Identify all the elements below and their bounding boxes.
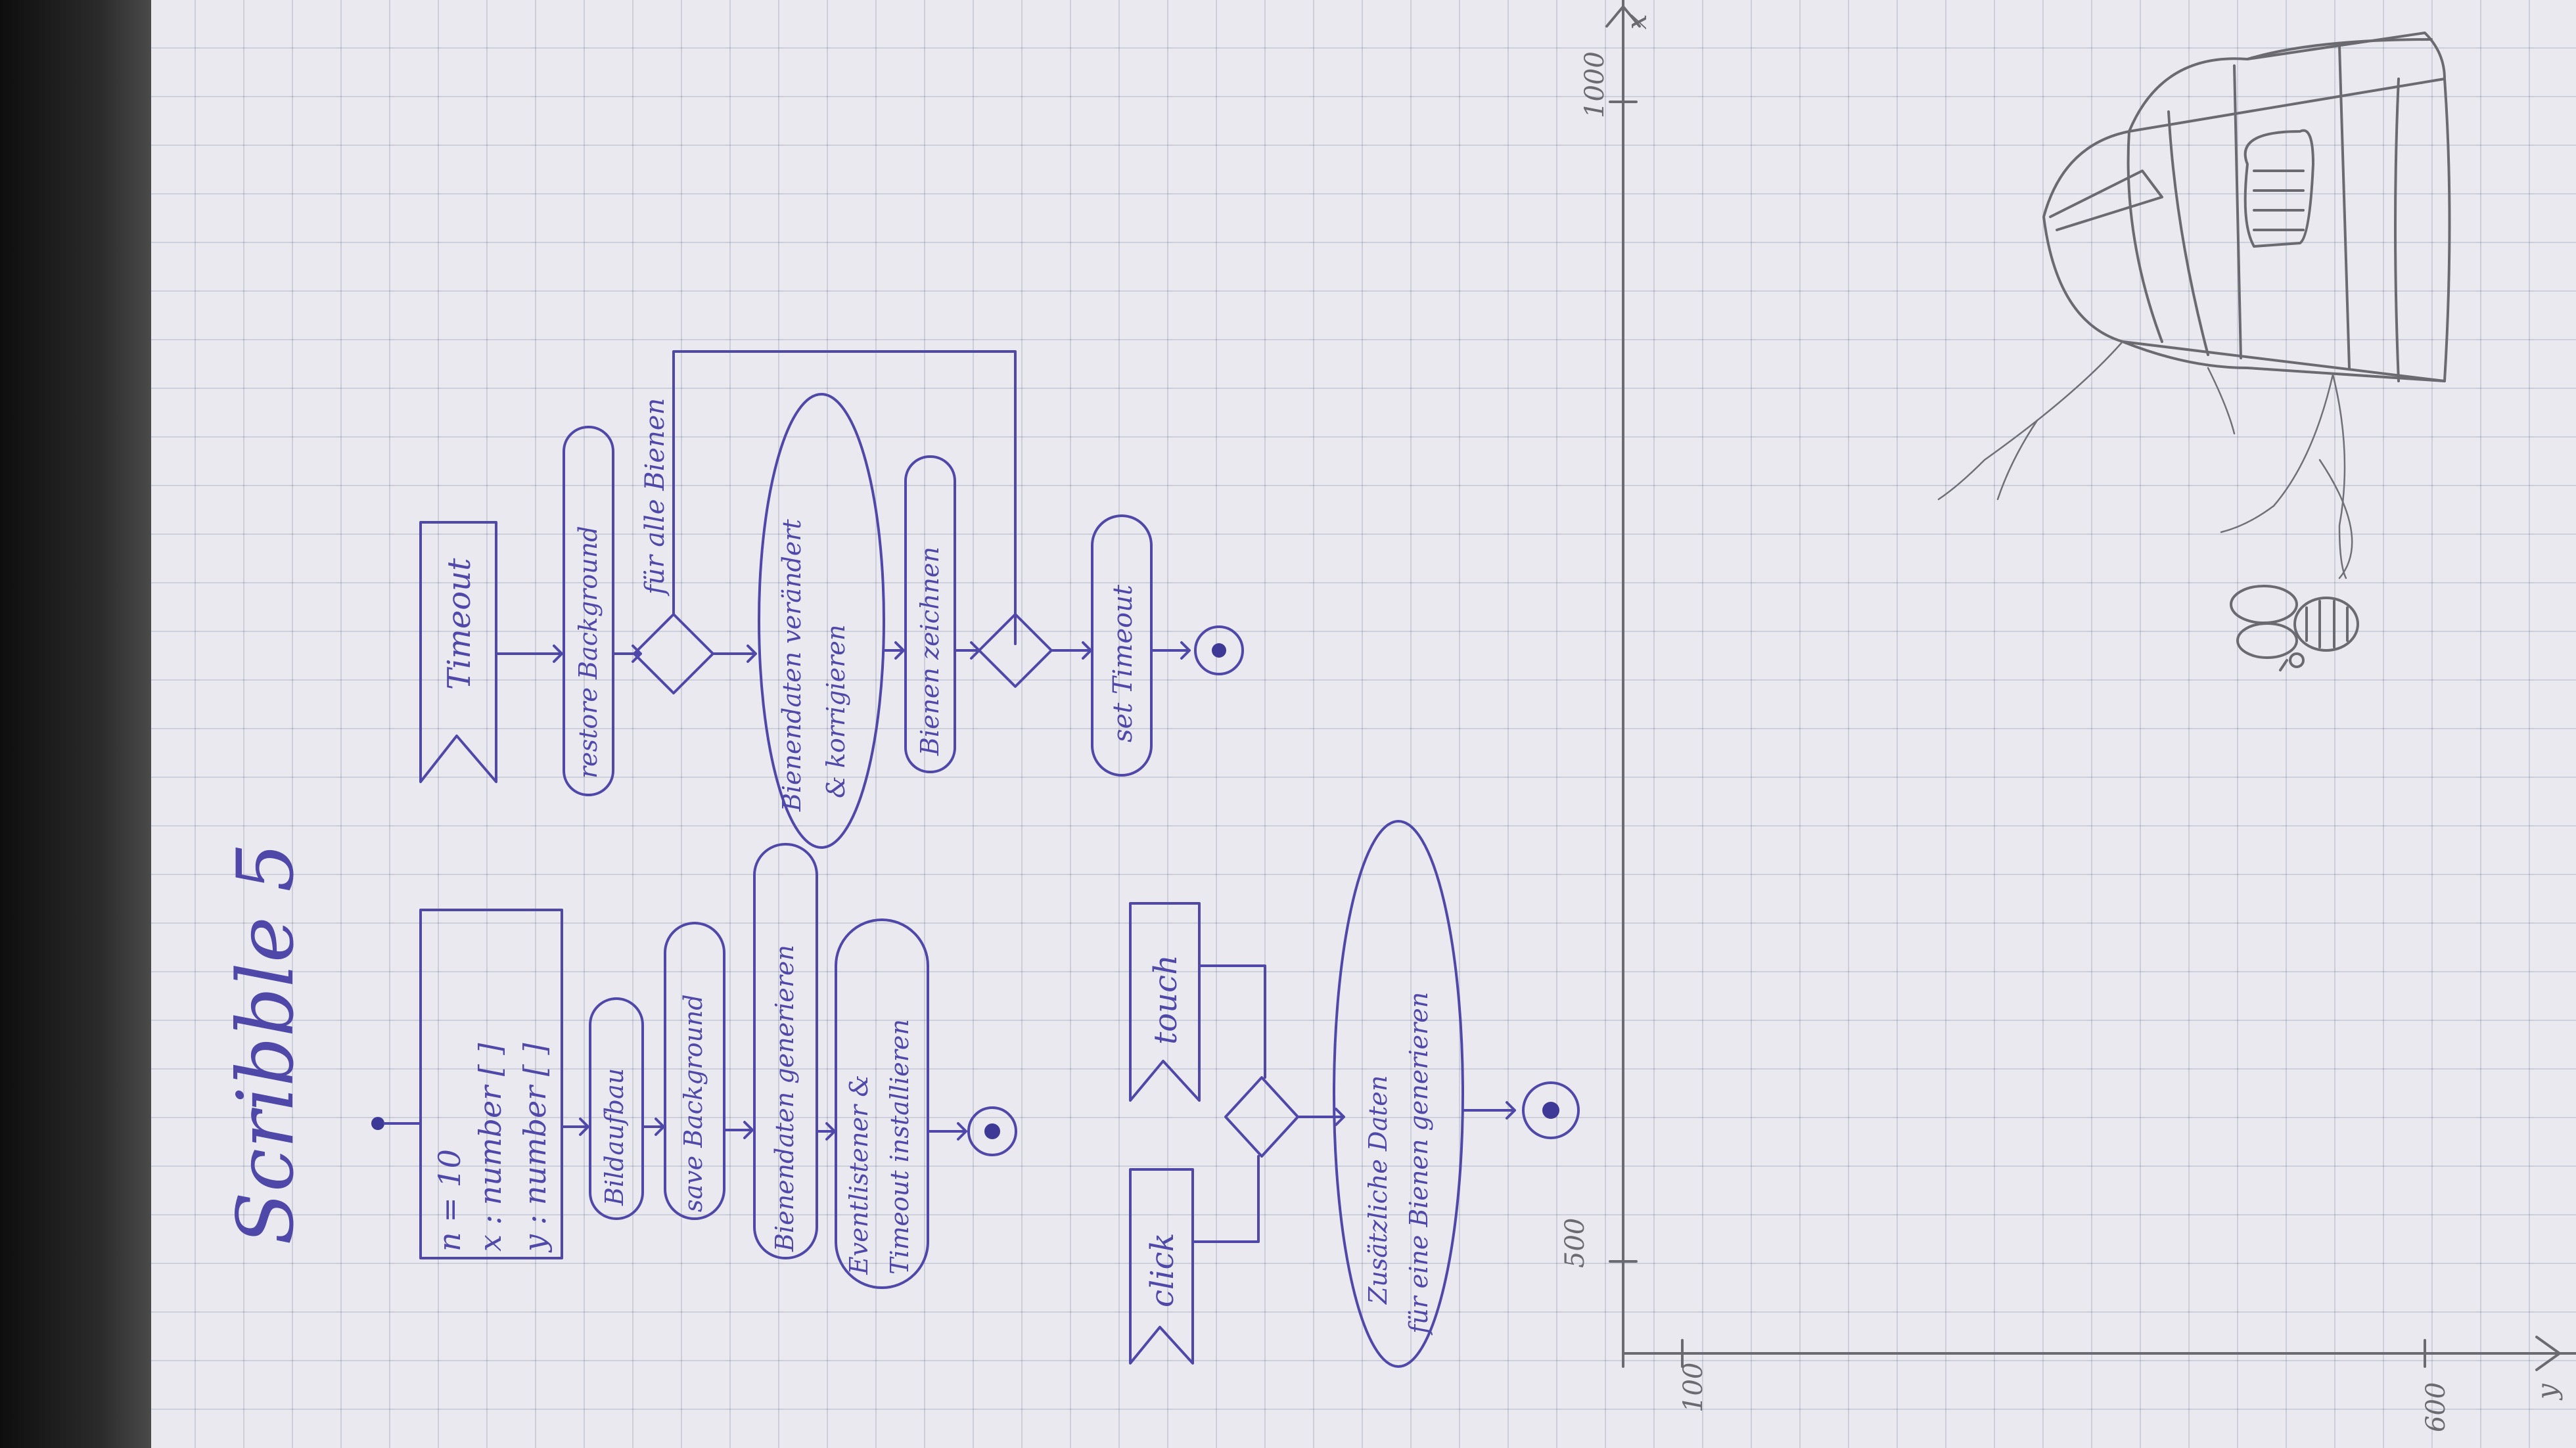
loop-label: für alle Bienen — [640, 398, 670, 597]
end-node-init-dot — [984, 1123, 1000, 1139]
action-zusaetzliche-daten — [1333, 820, 1464, 1368]
arrow-5 — [927, 1122, 967, 1141]
loop-decision-diamond — [978, 613, 1053, 688]
init-flow: n = 10 x : number [ ] y : number [ ] Bil… — [371, 843, 1017, 1289]
axis-horizontal-arrow — [2535, 1336, 2561, 1371]
action-zusaetzliche-daten-line1: Zusätzliche Daten — [1364, 1075, 1392, 1305]
arrow-t7 — [1150, 641, 1191, 660]
signal-timeout-label: Timeout — [441, 558, 478, 690]
arrow-2 — [641, 1118, 665, 1136]
signal-timeout — [419, 521, 497, 783]
arrow-e2 — [1461, 1101, 1516, 1120]
timeout-flow: Timeout restore Background für alle Bien… — [419, 350, 1244, 849]
end-node-timeout-dot — [1212, 643, 1226, 658]
signal-click — [1129, 1168, 1194, 1365]
loop-merge-diamond — [633, 613, 714, 694]
desk-edge — [0, 0, 151, 1448]
label-y: y — [2531, 1383, 2563, 1401]
arrow-e1 — [1297, 1108, 1345, 1126]
action-bienendaten-veraendert — [758, 393, 885, 849]
action-bienendaten-veraendert-line2: & korrigieren — [821, 625, 850, 798]
action-bienendaten-veraendert-line1: Bienendaten verändert — [777, 518, 806, 812]
action-set-timeout-label: set Timeout — [1108, 584, 1138, 742]
action-set-timeout — [1091, 514, 1153, 777]
end-node-event-dot — [1542, 1102, 1559, 1119]
var-y: y : number [ ] — [517, 1043, 553, 1253]
arrow-t6 — [1050, 641, 1092, 660]
axis-vertical-arrow — [1605, 5, 1641, 28]
arrow-t4 — [883, 641, 905, 660]
action-bienen-zeichnen-label: Bienen zeichnen — [915, 547, 944, 756]
signal-touch — [1129, 902, 1201, 1102]
label-500: 500 — [1560, 1218, 1590, 1268]
loop-back-edge — [672, 350, 1017, 645]
action-restore-background-label: restore Background — [574, 526, 603, 779]
action-eventlistener-line2: Timeout installieren — [885, 1019, 914, 1275]
action-eventlistener — [835, 918, 929, 1289]
end-node-init — [967, 1106, 1017, 1156]
arrow-3 — [723, 1121, 754, 1139]
signal-touch-label: touch — [1147, 955, 1184, 1045]
label-x: x — [1621, 14, 1653, 30]
label-1000: 1000 — [1580, 51, 1610, 118]
arrow-t5 — [954, 641, 980, 660]
action-save-background-label: save Background — [679, 994, 708, 1212]
end-node-timeout — [1194, 625, 1244, 675]
start-node — [371, 1117, 384, 1130]
action-bildaufbau-label: Bildaufbau — [600, 1068, 629, 1206]
action-eventlistener-line1: Eventlistener & — [844, 1075, 873, 1275]
arrow-t1 — [495, 645, 563, 663]
arrow-t2 — [612, 645, 642, 663]
canvas-sketch: 1000 500 100 600 x y — [1560, 0, 2576, 1432]
bee-drawing — [2230, 585, 2359, 671]
label-600: 600 — [2421, 1382, 2451, 1432]
title-text: Scribble 5 — [220, 843, 311, 1245]
action-bienendaten — [753, 843, 818, 1259]
arrow-1 — [561, 1118, 589, 1136]
action-bildaufbau — [589, 997, 644, 1220]
signal-click-label: click — [1144, 1233, 1181, 1307]
label-100: 100 — [1678, 1363, 1709, 1413]
event-merge-diamond — [1224, 1076, 1299, 1158]
beehive-drawing — [2042, 32, 2451, 382]
action-bienendaten-label: Bienendaten generieren — [770, 945, 799, 1252]
touch-connector — [1198, 964, 1266, 1079]
action-bienen-zeichnen — [904, 455, 956, 773]
action-restore-background — [563, 426, 614, 796]
var-x: x : number [ ] — [472, 1043, 508, 1252]
var-n: n = 10 — [432, 1149, 467, 1252]
click-connector — [1191, 1155, 1260, 1243]
branches-drawing — [1937, 340, 2353, 579]
action-zusaetzliche-daten-line2: für eine Bienen generieren — [1404, 992, 1433, 1336]
event-flow: click touch Zusätzliche Daten für eine B… — [1129, 820, 1580, 1368]
variables-box — [419, 909, 563, 1259]
arrow-t3 — [712, 645, 757, 663]
end-node-event — [1522, 1081, 1580, 1139]
arrow-4 — [816, 1122, 836, 1141]
action-save-background — [664, 922, 725, 1220]
